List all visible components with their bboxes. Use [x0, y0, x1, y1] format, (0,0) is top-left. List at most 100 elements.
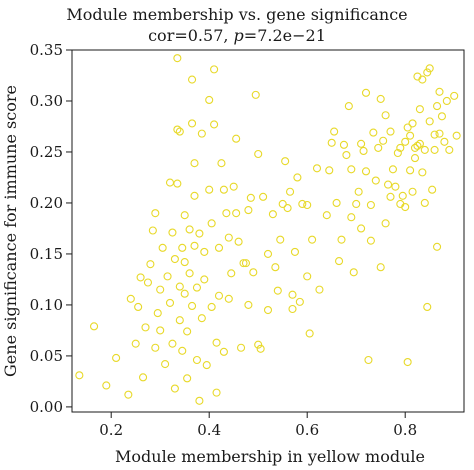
scatter-point — [330, 127, 339, 136]
scatter-point — [188, 119, 197, 128]
scatter-point — [452, 131, 461, 140]
scatter-point — [244, 206, 253, 215]
scatter-point — [398, 191, 407, 200]
scatter-point — [200, 275, 209, 284]
scatter-point — [207, 219, 216, 228]
scatter-point — [288, 304, 297, 314]
scatter-point — [393, 148, 402, 158]
scatter-point — [396, 143, 405, 152]
scatter-point — [256, 344, 265, 353]
scatter-point — [239, 259, 248, 268]
scatter-point — [170, 254, 179, 264]
scatter-point — [251, 90, 260, 99]
scatter-point — [293, 173, 302, 182]
scatter-point — [432, 102, 442, 111]
scatter-point — [232, 134, 241, 143]
scatter-point — [379, 136, 388, 145]
scatter-point — [90, 322, 99, 331]
scatter-point — [173, 125, 182, 134]
y-tick-label: 0.15 — [30, 245, 63, 263]
scatter-point — [222, 209, 231, 218]
scatter-point — [273, 286, 282, 295]
scatter-point — [428, 185, 437, 194]
data-points — [75, 54, 461, 405]
scatter-point — [295, 297, 304, 306]
scatter-point — [288, 290, 297, 299]
scatter-point — [283, 204, 292, 213]
scatter-point — [190, 241, 199, 250]
scatter-point — [276, 235, 285, 244]
scatter-point — [418, 75, 427, 84]
scatter-point — [391, 182, 400, 191]
scatter-point — [202, 361, 211, 370]
y-tick-label: 0.20 — [30, 194, 63, 212]
x-axis-label: Module membership in yellow module — [115, 447, 425, 466]
scatter-point — [207, 302, 216, 312]
scatter-point — [183, 327, 192, 336]
scatter-point — [75, 371, 84, 380]
scatter-point — [165, 178, 175, 187]
scatter-point — [354, 187, 363, 196]
subtitle-line: cor=0.57, p=7.2e−21 — [0, 25, 474, 46]
scatter-point — [285, 187, 295, 196]
scatter-point — [139, 373, 148, 382]
scatter-point — [366, 236, 375, 245]
scatter-point — [212, 338, 221, 347]
scatter-point — [249, 268, 258, 277]
scatter-point — [131, 339, 140, 348]
scatter-point — [190, 159, 199, 168]
scatter-point — [195, 396, 204, 405]
scatter-point — [205, 95, 214, 105]
scatter-point — [342, 150, 351, 160]
scatter-point — [303, 200, 312, 210]
scatter-point — [175, 282, 184, 291]
scatter-point — [312, 164, 322, 173]
scatter-point — [332, 198, 341, 208]
scatter-point — [195, 229, 204, 238]
scatter-point — [185, 269, 194, 278]
scatter-point — [210, 120, 219, 129]
scatter-point — [371, 176, 380, 185]
scatter-point — [432, 242, 442, 251]
scatter-point — [224, 294, 233, 303]
scatter-point — [437, 112, 447, 121]
x-tick-label: 0.8 — [393, 421, 417, 439]
scatter-point — [281, 157, 290, 166]
scatter-point — [136, 273, 145, 282]
scatter-point — [229, 182, 238, 191]
y-tick-label: 0.25 — [30, 143, 63, 161]
scatter-point — [420, 198, 429, 208]
scatter-point — [298, 199, 307, 209]
scatter-point — [410, 143, 420, 152]
scatter-point — [246, 193, 255, 202]
scatter-point — [423, 68, 432, 77]
y-axis: 0.00 0.05 0.10 0.15 0.20 0.25 0.30 0.35 — [30, 41, 72, 416]
scatter-point — [232, 209, 241, 218]
y-tick-label: 0.10 — [30, 296, 63, 314]
scatter-point — [214, 291, 224, 300]
scatter-point — [352, 199, 361, 209]
scatter-point — [134, 302, 143, 312]
scatter-point — [325, 166, 334, 175]
scatter-point — [214, 243, 224, 252]
scatter-point — [344, 102, 353, 111]
scatter-point — [102, 381, 111, 390]
scatter-point — [418, 168, 427, 177]
scatter-point — [408, 187, 417, 196]
plot-frame — [71, 49, 465, 413]
scatter-point — [217, 159, 226, 168]
scatter-point — [241, 259, 250, 268]
scatter-point — [254, 149, 263, 159]
scatter-point — [143, 278, 152, 287]
scatter-point — [440, 137, 449, 146]
scatter-point — [268, 210, 277, 219]
scatter-point — [170, 384, 179, 393]
x-tick-label: 0.4 — [197, 421, 221, 439]
scatter-point — [271, 263, 280, 272]
scatter-point — [224, 233, 233, 242]
scatter-point — [357, 224, 366, 233]
scatter-point — [210, 65, 219, 74]
scatter-point — [227, 269, 236, 278]
scatter-point — [334, 257, 344, 266]
